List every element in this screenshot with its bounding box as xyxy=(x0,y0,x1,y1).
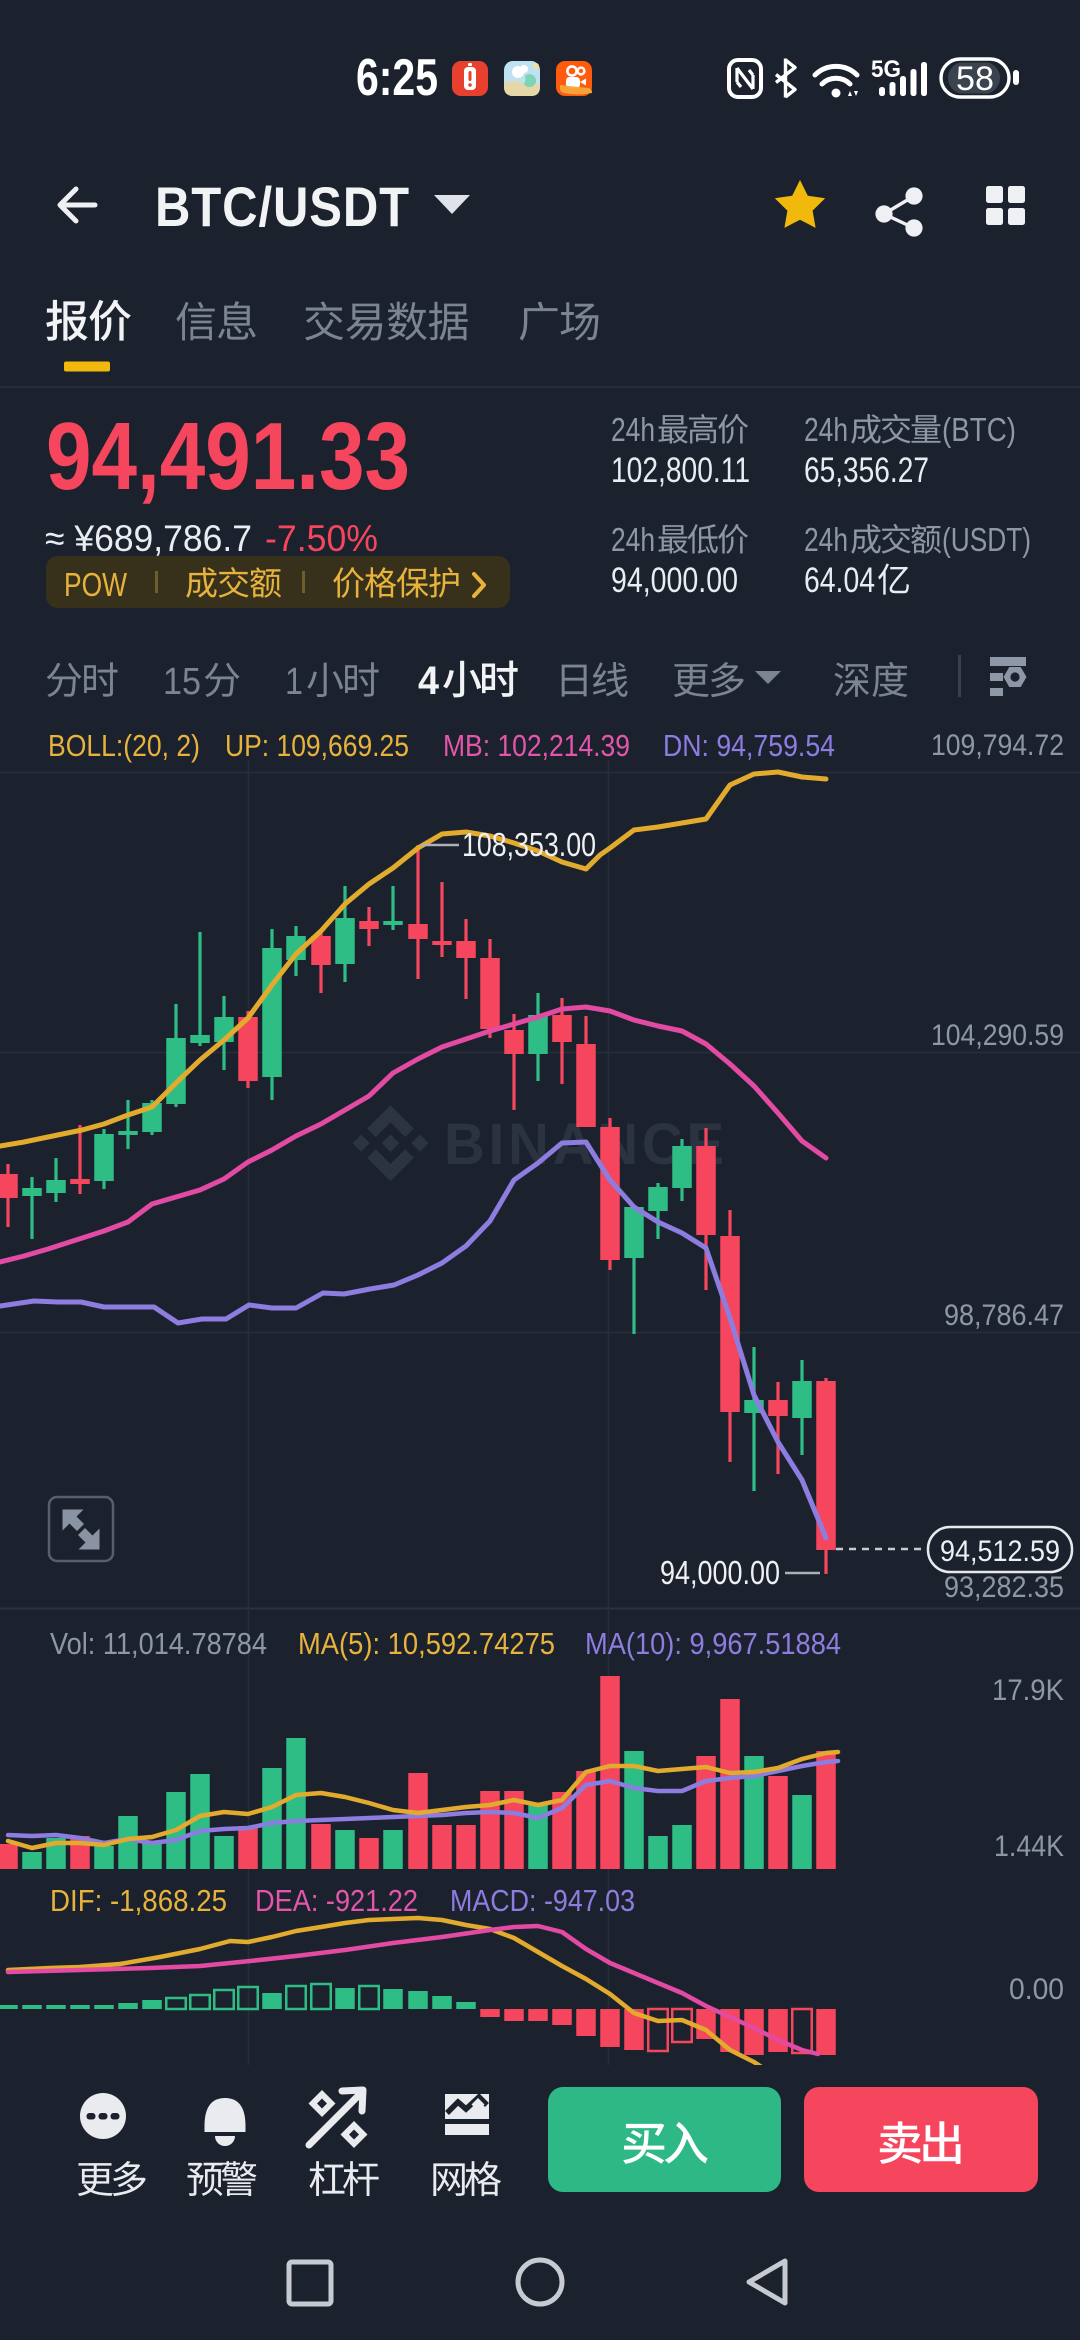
svg-text:64.04: 64.04 xyxy=(804,561,875,600)
svg-text:5G: 5G xyxy=(871,56,901,83)
svg-text:17.9K: 17.9K xyxy=(992,1674,1064,1707)
svg-text:0.00: 0.00 xyxy=(1009,1973,1064,2006)
svg-text:DEA: -921.22: DEA: -921.22 xyxy=(255,1883,418,1918)
svg-text:DIF: -1,868.25: DIF: -1,868.25 xyxy=(50,1883,227,1918)
svg-text:93,282.35: 93,282.35 xyxy=(944,1571,1064,1604)
svg-text:-7.50%: -7.50% xyxy=(265,518,378,559)
svg-text:UP: 109,669.25: UP: 109,669.25 xyxy=(225,728,409,763)
svg-text:65,356.27: 65,356.27 xyxy=(804,451,929,490)
svg-text:94,512.59: 94,512.59 xyxy=(940,1535,1060,1568)
svg-text:≈ ¥689,786.7: ≈ ¥689,786.7 xyxy=(45,518,252,559)
svg-text:98,786.47: 98,786.47 xyxy=(944,1299,1064,1332)
svg-text:(USDT): (USDT) xyxy=(942,521,1031,558)
svg-text:1: 1 xyxy=(285,661,303,703)
svg-text:MA(5): 10,592.74275: MA(5): 10,592.74275 xyxy=(298,1626,555,1661)
svg-text:94,000.00: 94,000.00 xyxy=(611,561,738,600)
svg-text:94,000.00: 94,000.00 xyxy=(660,1554,780,1591)
svg-text:24h: 24h xyxy=(804,521,848,558)
svg-text:104,290.59: 104,290.59 xyxy=(931,1019,1064,1052)
svg-text:108,353.00: 108,353.00 xyxy=(462,826,596,863)
svg-text:BOLL:(20, 2): BOLL:(20, 2) xyxy=(48,728,200,763)
svg-text:DN: 94,759.54: DN: 94,759.54 xyxy=(663,728,835,763)
svg-text:102,800.11: 102,800.11 xyxy=(611,451,750,490)
svg-text:MA(10): 9,967.51884: MA(10): 9,967.51884 xyxy=(585,1626,841,1661)
svg-text:58: 58 xyxy=(956,60,994,98)
svg-text:109,794.72: 109,794.72 xyxy=(931,729,1064,762)
svg-text:BTC/USDT: BTC/USDT xyxy=(155,175,410,238)
svg-text:MB: 102,214.39: MB: 102,214.39 xyxy=(443,728,630,763)
svg-text:15: 15 xyxy=(163,661,201,703)
svg-text:94,491.33: 94,491.33 xyxy=(46,403,410,510)
svg-text:(BTC): (BTC) xyxy=(942,411,1016,448)
svg-text:POW: POW xyxy=(64,566,128,603)
svg-text:4: 4 xyxy=(418,659,440,703)
svg-text:1.44K: 1.44K xyxy=(994,1830,1064,1863)
svg-text:Vol: 11,014.78784: Vol: 11,014.78784 xyxy=(50,1626,267,1661)
svg-text:MACD: -947.03: MACD: -947.03 xyxy=(450,1883,635,1918)
svg-text:6:25: 6:25 xyxy=(356,49,438,107)
svg-text:24h: 24h xyxy=(611,411,655,448)
svg-text:24h: 24h xyxy=(611,521,655,558)
svg-text:24h: 24h xyxy=(804,411,848,448)
